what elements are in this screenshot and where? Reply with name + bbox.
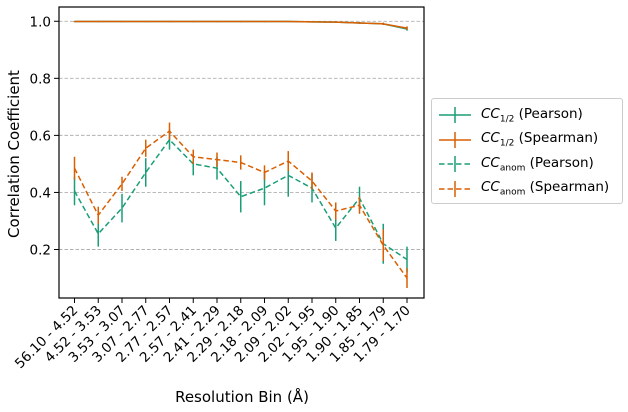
y-tick-label: 1.0 [30,14,51,30]
legend-item: CC1/2 (Pearson) [438,103,616,128]
legend-key [439,180,471,197]
series-line [74,20,408,29]
legend-key [439,131,471,148]
y-tick-label: 0.2 [30,243,51,259]
x-axis-label: Resolution Bin (Å) [175,387,309,406]
legend-key [439,156,471,173]
legend-item: CC1/2 (Spearman) [438,128,616,153]
legend-label: CC1/2 (Spearman) [481,130,599,150]
series-2 [73,20,408,30]
legend-label: CCanom (Spearman) [481,179,610,199]
legend-label: CC1/2 (Pearson) [481,105,583,125]
y-axis-label: Correlation Coefficient [5,70,23,238]
y-tick-label: 0.8 [30,71,51,87]
y-tick-label: 0.6 [30,128,51,144]
plot-frame [58,6,425,299]
legend-label: CCanom (Pearson) [481,154,594,174]
legend-item: CCanom (Spearman) [438,177,616,202]
y-tick-label: 0.4 [30,185,51,201]
series-line [73,138,408,261]
ticks: 0.20.40.60.81.056.10 - 4.524.52 - 3.533.… [12,14,414,372]
legend-key [439,107,471,124]
legend-item: CCanom (Pearson) [438,152,616,177]
series-4 [73,122,408,289]
legend: CC1/2 (Pearson) CC1/2 (Spearman) CCanom … [431,98,623,204]
series-3 [73,129,408,273]
series-layer [73,20,408,289]
